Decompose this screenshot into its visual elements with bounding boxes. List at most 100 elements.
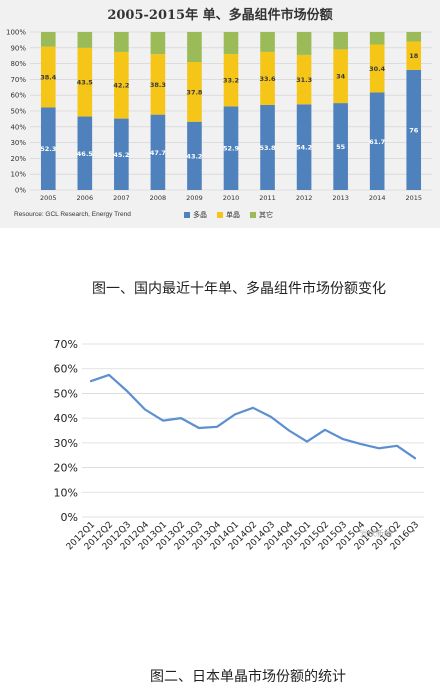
chart1-xtick-label: 2013 (332, 194, 349, 202)
chart2-series-line (89, 373, 417, 460)
chart1-ytick-label: 40% (10, 123, 26, 131)
chart2-ytick-label: 0% (61, 511, 78, 524)
chart1-xtick-label: 2006 (77, 194, 94, 202)
chart1-bar-other (333, 32, 348, 50)
chart1-legend: 多晶 单晶 其它 (184, 210, 273, 220)
chart2-ytick-label: 70% (54, 338, 78, 351)
chart1-ytick-label: 60% (10, 92, 26, 100)
legend-swatch-mono (217, 212, 223, 218)
chart1-data-label: 52.3 (40, 145, 56, 153)
caption-figure-2: 图二、日本单晶市场份额的统计 (150, 669, 346, 685)
chart1-data-label: 52.9 (223, 145, 240, 153)
chart1-bar-mono (114, 51, 129, 119)
legend-label-other: 其它 (259, 211, 273, 219)
chart1-ytick-label: 0% (15, 187, 26, 195)
chart1-xtick-label: 2014 (369, 194, 386, 202)
chart2-ytick-label: 20% (54, 462, 78, 475)
chart1-plot: 0% 10% 20% 30% 40% 50% 60% 70% 80% 90% 100% 52.3 38.… (6, 29, 432, 202)
chart1-bar-other (223, 32, 239, 54)
chart1-data-label: 54.2 (296, 144, 312, 152)
chart1-data-label: 33.6 (260, 75, 277, 83)
chart2-ytick-label: 40% (54, 412, 78, 425)
chart1-data-label: 76 (409, 126, 419, 134)
chart1-bar-other (369, 32, 385, 45)
chart1-bar-multi (187, 121, 202, 190)
chart1-title: 2005-2015年 单、多晶组件市场份额 (107, 8, 333, 23)
chart1-bar-other (40, 32, 56, 47)
legend-item-multi: 多晶 (184, 210, 207, 220)
chart1-data-label: 42.2 (113, 82, 129, 90)
chart1-ytick-label: 70% (10, 76, 26, 84)
chart1-xtick-label: 2007 (113, 194, 130, 202)
chart1-bar-multi (223, 106, 239, 190)
caption-figure-1: 图一、国内最近十年单、多晶组件市场份额变化 (92, 281, 386, 297)
chart1-bar-mono (187, 62, 202, 122)
chart1-bar-mono (296, 54, 312, 105)
chart1-xtick-label: 2008 (150, 194, 167, 202)
chart1-bar-mono (406, 41, 422, 70)
chart1-bar-other (406, 32, 422, 42)
chart1-bar-mono (150, 54, 166, 115)
chart1-data-label: 31.3 (296, 76, 312, 84)
chart1-bar-other (296, 32, 312, 55)
legend-swatch-other (250, 212, 256, 218)
chart1-bar-multi (296, 104, 312, 190)
chart1-data-label: 47.7 (150, 149, 166, 157)
chart1-bar-multi (260, 104, 275, 190)
chart1-data-label: 18 (409, 52, 419, 60)
chart1-xtick-label: 2005 (40, 194, 57, 202)
chart1-ytick-label: 80% (10, 60, 26, 68)
chart1-ytick-label: 10% (10, 171, 26, 179)
chart1-bar-mono (223, 53, 239, 107)
chart2-ytick-label: 50% (54, 387, 78, 400)
chart1-ytick-label: 30% (10, 139, 26, 147)
chart1-data-label: 53.8 (260, 144, 277, 152)
chart2-ytick-label: 60% (54, 363, 78, 376)
chart1-bar-other (260, 32, 275, 52)
chart1-data-label: 55 (336, 143, 346, 151)
legend-label-mono: 单晶 (226, 211, 240, 219)
chart1-panel: 2005-2015年 单、多晶组件市场份额 0% 10% 20% 30% 40% 50% 6… (0, 0, 440, 228)
chart1-bar-other (77, 32, 93, 48)
chart1-data-label: 43.5 (77, 79, 94, 87)
chart1-data-label: 61.7 (369, 138, 385, 146)
chart1-bar-other (187, 32, 202, 63)
chart1-bar-mono (40, 46, 56, 108)
chart1-data-label: 30.4 (369, 65, 386, 73)
chart1-ytick-label: 50% (10, 108, 26, 116)
chart1-bar-multi (150, 114, 166, 190)
chart1-bar-mono (333, 49, 348, 104)
chart1-xtick-label: 2015 (405, 194, 422, 202)
chart2-ytick-label: 10% (54, 486, 78, 499)
legend-label-multi: 多晶 (193, 211, 207, 219)
chart1-bar-other (114, 32, 129, 52)
chart1-data-label: 45.2 (113, 151, 129, 159)
chart2-plot: 0%10%20%30%40%50%60%70%2012Q12012Q22012Q… (54, 338, 424, 552)
chart1-data-label: 34 (336, 73, 346, 81)
chart1-bar-multi (77, 116, 93, 190)
chart1-bar-other (150, 32, 166, 55)
chart1-data-label: 43.2 (186, 152, 202, 160)
chart1-data-label: 33.2 (223, 77, 239, 85)
chart1-xtick-label: 2009 (186, 194, 203, 202)
chart1-bar-mono (77, 47, 93, 117)
chart1-xtick-label: 2011 (259, 194, 276, 202)
chart1-bar-mono (369, 44, 385, 93)
chart1-bar-multi (369, 92, 385, 190)
chart1-bar-multi (114, 118, 129, 190)
chart1-data-label: 38.3 (150, 81, 166, 89)
chart1-xtick-label: 2012 (296, 194, 313, 202)
chart1-bar-multi (333, 103, 348, 190)
chart1-data-label: 46.5 (77, 150, 94, 158)
chart1-bar-multi (406, 69, 422, 190)
watermark: 光伏新闻 (360, 529, 392, 538)
chart1-bar-multi (40, 107, 56, 190)
chart1-data-label: 38.4 (40, 74, 57, 82)
chart1-bar-mono (260, 51, 275, 105)
legend-swatch-multi (184, 212, 190, 218)
chart1-source: Resource: GCL Research, Energy Trend (14, 211, 131, 218)
chart1-data-label: 37.8 (186, 88, 203, 96)
chart1-xtick-label: 2010 (223, 194, 240, 202)
legend-item-other: 其它 (250, 210, 273, 220)
chart1-ytick-label: 20% (10, 155, 26, 163)
